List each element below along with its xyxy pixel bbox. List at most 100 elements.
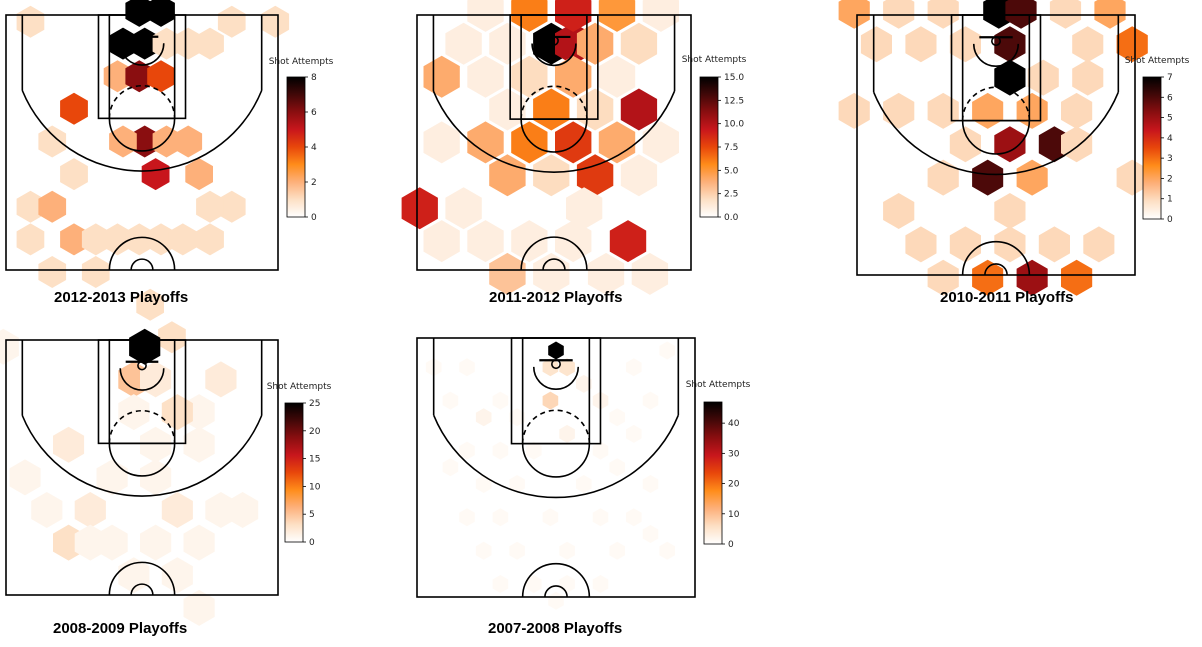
hexbin-cell [548,591,564,610]
hexbin-cell [467,0,504,32]
hexbin-cell [196,27,224,60]
hexbin-cell [838,0,870,29]
hexbin-cell [489,22,526,65]
free-throw-circle-solid [108,118,176,152]
lane-inner [521,337,591,445]
hexbin-cell [609,408,625,427]
free-throw-circle-solid [520,119,588,153]
hexbin-layer [0,328,259,626]
hexbin-cell [185,158,213,191]
hexbin-cell [620,88,658,131]
hexbin-cell [1016,159,1048,196]
hexbin-cell [492,391,509,410]
hexbin-cell [459,358,475,377]
hexbin-cell [109,125,137,158]
hexbin-cell [423,220,460,263]
free-throw-circle-dashed [961,86,1031,121]
shot-chart-svg: Shot Attempts 0 2 4 6 8 [5,0,334,354]
panel-caption: 2010-2011 Playoffs [940,289,1074,306]
free-throw-circle-solid [521,443,591,478]
hexbin-cell [53,426,85,463]
hexbin-cell [949,126,981,163]
hexbin-cell [183,589,215,626]
hexbin-cell [927,259,959,296]
colorbar-tick-label: 7.5 [724,143,738,153]
colorbar-tick-label: 5 [309,510,315,520]
hexbin-cell [559,541,575,560]
hexbin-cell [626,424,642,443]
free-throw-circle-solid [961,120,1031,155]
hexbin-cell [592,575,609,593]
hexbin-cell [555,220,592,263]
colorbar-tick-label: 1 [1167,195,1173,205]
three-point-arc [432,90,676,173]
restricted-area [972,43,1020,67]
colorbar [284,402,304,543]
hexbin-cell [559,424,575,443]
hexbin-cell [659,341,675,360]
hexbin-cell [883,92,915,129]
center-circle-inner [130,583,154,596]
hexbin-cell [475,408,492,427]
hexbin-cell [949,26,981,63]
hoop [991,36,1001,47]
hexbin-cell [125,0,154,27]
center-circle-outer [961,240,1031,276]
hexbin-cell [442,458,459,477]
hexbin-cell [1027,59,1059,96]
hexbin-cell [642,391,659,410]
lane-inner [961,14,1031,122]
hexbin-cell [38,256,67,288]
hexbin-cell [1083,226,1115,263]
restricted-area [531,43,577,67]
hexbin-cell [587,252,625,295]
hexbin-cell [492,508,509,527]
hexbin-cell [152,27,181,60]
hexbin-cell [576,374,592,393]
colorbar-tick-label: 15 [309,455,320,465]
hexbin-cell [626,358,642,377]
restricted-area [119,368,165,391]
shot-chart-panel-2007-2008: Shot Attempts 0 10 20 30 40 2007-2008 Playoff… [412,325,782,647]
hexbin-cell [576,475,592,493]
hexbin-cell [16,5,45,38]
shot-chart-panel-2010-2011: Shot Attempts 0 1 2 3 4 5 6 7 2010-2011 Playoffs [838,0,1202,320]
colorbar-tick-label: 15.0 [724,73,744,83]
panel-caption: 2007-2008 Playoffs [488,620,623,637]
colorbar-tick-label: 0 [728,540,734,550]
hexbin-cell [509,475,525,493]
hexbin-cell [81,223,110,256]
hexbin-cell [16,190,45,223]
hexbin-cell [511,121,548,164]
colorbar [286,76,306,218]
hexbin-cell [511,0,548,32]
panel-caption: 2011-2012 Playoffs [489,289,623,306]
colorbar-tick-label: 0 [309,538,315,548]
hexbin-cell [905,226,937,263]
hexbin-cell [555,0,592,32]
hexbin-cell [642,0,679,32]
shot-chart-panel-2012-2013: Shot Attempts 0 2 4 6 8 2012-2013 Playoffs [0,0,360,354]
colorbar-tick-label: 4 [1167,134,1173,144]
hexbin-cell [217,190,246,223]
hexbin-cell [103,60,132,93]
hexbin-cell [592,508,609,527]
colorbar-tick-label: 6 [311,108,317,118]
hexbin-cell [109,27,137,60]
hexbin-cell [74,524,106,561]
hexbin-cell [161,557,193,594]
hexbin-layer [838,0,1148,296]
hexbin-cell [533,252,570,295]
hexbin-cell [74,492,106,528]
hexbin-cell [1061,92,1093,129]
hexbin-cell [555,55,592,98]
colorbar [1142,76,1162,220]
colorbar-tick-label: 6 [1167,93,1173,103]
three-point-arc [21,415,263,497]
hexbin-cell [489,252,526,295]
hexbin-cell [423,55,460,98]
lane-inner [108,339,176,445]
hexbin-cell [994,26,1026,63]
hexbin-cell [129,328,161,365]
colorbar-tick-label: 20 [309,427,321,437]
